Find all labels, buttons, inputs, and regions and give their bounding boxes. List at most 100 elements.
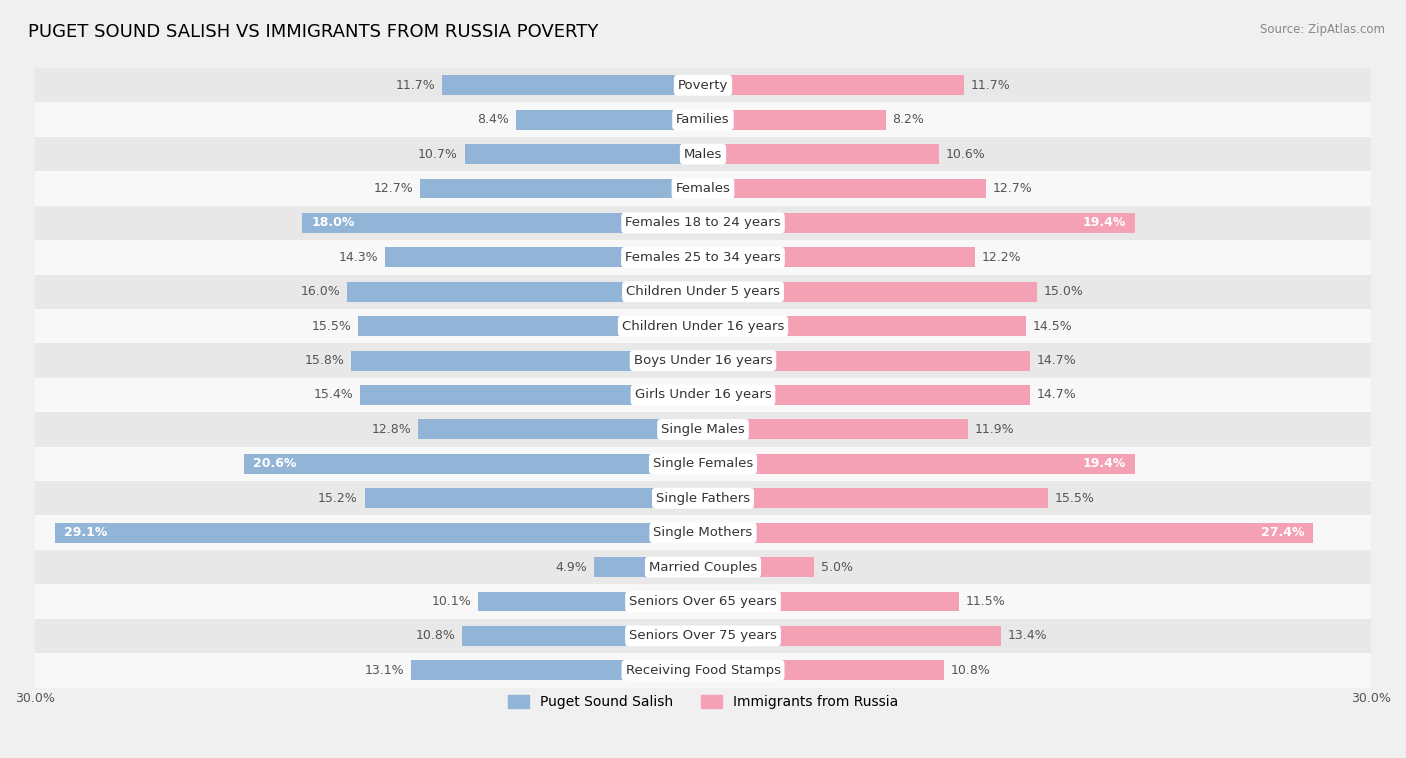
Bar <box>385 247 703 268</box>
Bar <box>352 351 703 371</box>
Text: Single Mothers: Single Mothers <box>654 526 752 539</box>
Bar <box>35 309 1371 343</box>
Text: PUGET SOUND SALISH VS IMMIGRANTS FROM RUSSIA POVERTY: PUGET SOUND SALISH VS IMMIGRANTS FROM RU… <box>28 23 599 41</box>
Text: 14.7%: 14.7% <box>1038 354 1077 367</box>
Bar <box>703 247 974 268</box>
Text: 19.4%: 19.4% <box>1083 457 1126 470</box>
Text: Single Females: Single Females <box>652 457 754 470</box>
Bar <box>703 316 1026 336</box>
Bar <box>35 653 1371 688</box>
Bar <box>302 213 703 233</box>
Bar <box>55 523 703 543</box>
Text: Married Couples: Married Couples <box>650 561 756 574</box>
Bar <box>703 557 814 577</box>
Text: 10.1%: 10.1% <box>432 595 471 608</box>
Text: Single Males: Single Males <box>661 423 745 436</box>
Bar <box>703 660 943 680</box>
Text: 15.4%: 15.4% <box>314 389 353 402</box>
Text: 15.0%: 15.0% <box>1043 285 1084 298</box>
Legend: Puget Sound Salish, Immigrants from Russia: Puget Sound Salish, Immigrants from Russ… <box>502 690 904 715</box>
Bar <box>703 419 967 440</box>
Bar <box>35 343 1371 377</box>
Bar <box>593 557 703 577</box>
Text: 15.5%: 15.5% <box>1054 492 1095 505</box>
Text: 4.9%: 4.9% <box>555 561 588 574</box>
Text: Single Fathers: Single Fathers <box>657 492 749 505</box>
Bar <box>35 446 1371 481</box>
Text: 12.8%: 12.8% <box>371 423 412 436</box>
Text: 14.3%: 14.3% <box>339 251 378 264</box>
Text: Females: Females <box>675 182 731 195</box>
Bar <box>35 550 1371 584</box>
Bar <box>703 488 1047 508</box>
Bar <box>443 75 703 96</box>
Text: Girls Under 16 years: Girls Under 16 years <box>634 389 772 402</box>
Bar <box>35 412 1371 446</box>
Text: 11.5%: 11.5% <box>966 595 1005 608</box>
Bar <box>703 385 1031 405</box>
Bar <box>703 591 959 612</box>
Text: 8.2%: 8.2% <box>893 113 924 126</box>
Bar <box>703 523 1313 543</box>
Bar <box>703 626 1001 646</box>
Text: 14.7%: 14.7% <box>1038 389 1077 402</box>
Text: 12.7%: 12.7% <box>374 182 413 195</box>
Text: 29.1%: 29.1% <box>63 526 107 539</box>
Bar <box>420 179 703 199</box>
Text: Females 18 to 24 years: Females 18 to 24 years <box>626 217 780 230</box>
Text: 15.2%: 15.2% <box>318 492 359 505</box>
Bar <box>35 619 1371 653</box>
Text: 10.7%: 10.7% <box>418 148 458 161</box>
Text: 27.4%: 27.4% <box>1261 526 1305 539</box>
Bar <box>35 102 1371 137</box>
Bar <box>35 205 1371 240</box>
Bar <box>703 282 1038 302</box>
Text: 13.1%: 13.1% <box>366 664 405 677</box>
Bar <box>478 591 703 612</box>
Bar <box>418 419 703 440</box>
Bar <box>35 137 1371 171</box>
Bar <box>703 454 1135 474</box>
Bar <box>364 488 703 508</box>
Bar <box>359 316 703 336</box>
Bar <box>35 274 1371 309</box>
Text: Males: Males <box>683 148 723 161</box>
Text: Seniors Over 75 years: Seniors Over 75 years <box>628 629 778 642</box>
Text: 10.6%: 10.6% <box>946 148 986 161</box>
Text: Children Under 5 years: Children Under 5 years <box>626 285 780 298</box>
Bar <box>465 144 703 164</box>
Bar <box>516 110 703 130</box>
Bar <box>703 179 986 199</box>
Text: Poverty: Poverty <box>678 79 728 92</box>
Bar <box>703 75 963 96</box>
Text: 8.4%: 8.4% <box>478 113 509 126</box>
Bar <box>703 351 1031 371</box>
Bar <box>35 240 1371 274</box>
Bar <box>35 584 1371 619</box>
Text: 12.2%: 12.2% <box>981 251 1021 264</box>
Bar <box>35 171 1371 205</box>
Bar <box>35 68 1371 102</box>
Text: Seniors Over 65 years: Seniors Over 65 years <box>628 595 778 608</box>
Text: 19.4%: 19.4% <box>1083 217 1126 230</box>
Text: 11.9%: 11.9% <box>974 423 1014 436</box>
Text: 10.8%: 10.8% <box>416 629 456 642</box>
Bar <box>703 213 1135 233</box>
Text: Children Under 16 years: Children Under 16 years <box>621 320 785 333</box>
Text: 20.6%: 20.6% <box>253 457 297 470</box>
Text: Families: Families <box>676 113 730 126</box>
Text: 11.7%: 11.7% <box>396 79 436 92</box>
Bar <box>703 110 886 130</box>
Bar <box>245 454 703 474</box>
Text: 11.7%: 11.7% <box>970 79 1010 92</box>
Text: 15.5%: 15.5% <box>311 320 352 333</box>
Text: Boys Under 16 years: Boys Under 16 years <box>634 354 772 367</box>
Text: 16.0%: 16.0% <box>301 285 340 298</box>
Bar <box>412 660 703 680</box>
Bar <box>360 385 703 405</box>
Text: Females 25 to 34 years: Females 25 to 34 years <box>626 251 780 264</box>
Text: Receiving Food Stamps: Receiving Food Stamps <box>626 664 780 677</box>
Bar <box>35 377 1371 412</box>
Bar <box>35 481 1371 515</box>
Bar <box>35 515 1371 550</box>
